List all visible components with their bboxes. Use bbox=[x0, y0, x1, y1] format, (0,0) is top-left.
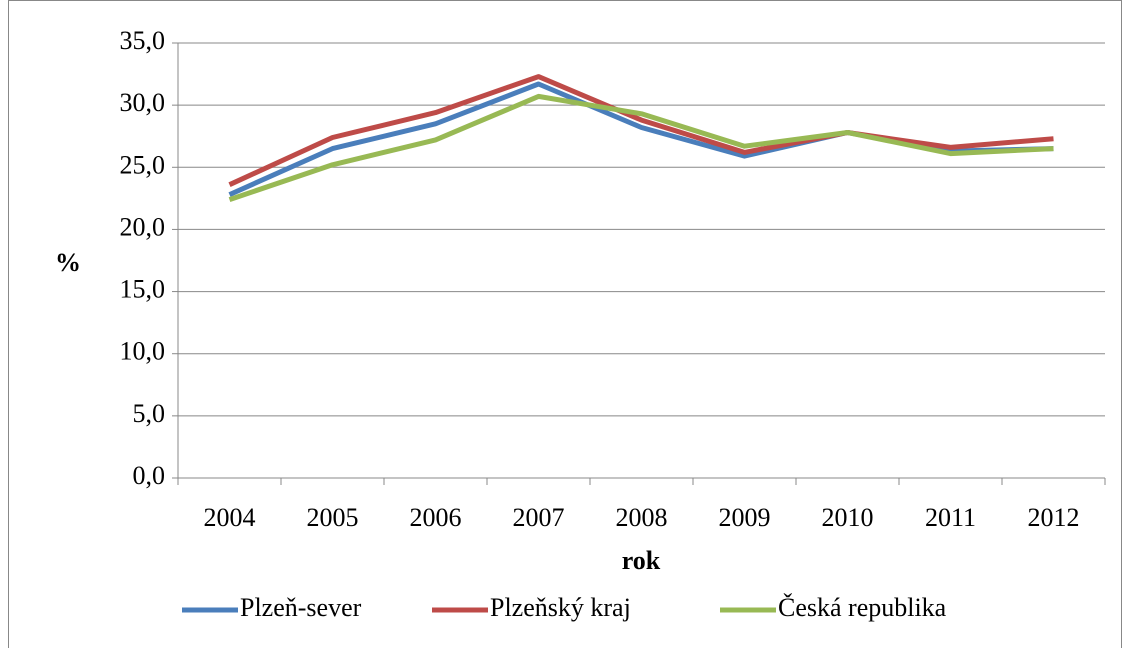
line-series bbox=[228, 81, 1054, 197]
x-axis-label: rok bbox=[622, 546, 661, 575]
x-tick-label: 2008 bbox=[616, 503, 668, 532]
y-axis-label: % bbox=[55, 248, 81, 277]
x-tick-label: 2005 bbox=[307, 503, 359, 532]
x-tick-label: 2010 bbox=[822, 503, 874, 532]
y-tick-label: 25,0 bbox=[120, 150, 166, 179]
y-tick-label: 5,0 bbox=[133, 399, 166, 428]
y-tick-label: 35,0 bbox=[120, 26, 166, 55]
x-tick-label: 2004 bbox=[204, 503, 256, 532]
legend-label: Česká republika bbox=[778, 593, 947, 622]
x-tick-label: 2007 bbox=[513, 503, 565, 532]
y-tick-label: 15,0 bbox=[120, 275, 166, 304]
legend-label: Plzeň-sever bbox=[240, 593, 362, 622]
y-tick-label: 0,0 bbox=[133, 461, 166, 490]
chart-border bbox=[8, 0, 1122, 648]
y-tick-label: 30,0 bbox=[120, 88, 166, 117]
x-tick-label: 2012 bbox=[1028, 503, 1080, 532]
legend-label: Plzeňský kraj bbox=[490, 593, 631, 622]
x-tick-label: 2006 bbox=[410, 503, 462, 532]
y-tick-label: 10,0 bbox=[120, 337, 166, 366]
line-series bbox=[228, 74, 1054, 187]
y-tick-label: 20,0 bbox=[120, 212, 166, 241]
x-tick-label: 2009 bbox=[719, 503, 771, 532]
x-tick-label: 2011 bbox=[925, 503, 976, 532]
line-series bbox=[228, 93, 1054, 202]
